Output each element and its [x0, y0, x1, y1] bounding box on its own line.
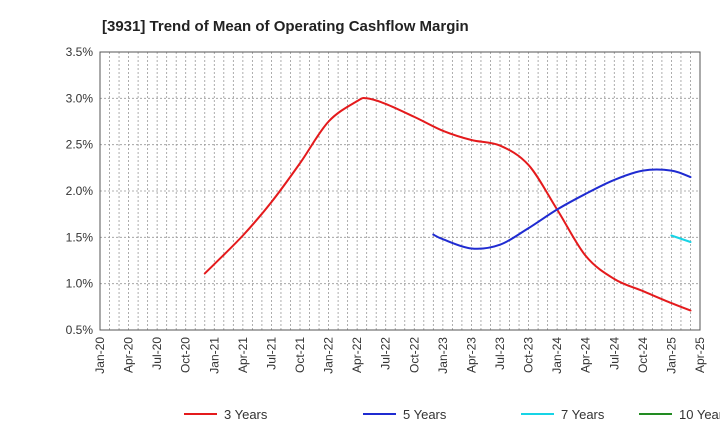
- x-tick-label: Apr-22: [350, 337, 364, 373]
- x-tick-label: Jan-23: [436, 337, 450, 374]
- x-tick-label: Apr-21: [236, 337, 250, 373]
- chart-title: [3931] Trend of Mean of Operating Cashfl…: [102, 18, 469, 35]
- y-tick-label: 2.5%: [66, 138, 94, 152]
- series-lines: [203, 97, 692, 312]
- y-tick-label: 3.0%: [66, 91, 94, 105]
- x-axis: Jan-20 Apr-20 Jul-20 Oct-20 Jan-21 Apr-21 Jul-…: [93, 337, 707, 374]
- y-tick-label: 2.0%: [66, 184, 94, 198]
- grid: [100, 51, 700, 331]
- x-tick-label: Oct-22: [407, 337, 421, 373]
- x-tick-label: Apr-25: [693, 337, 707, 373]
- x-tick-label: Oct-23: [522, 337, 536, 373]
- legend-label-3-years: 3 Years: [224, 407, 268, 422]
- y-tick-label: 0.5%: [66, 323, 94, 337]
- series-line-7-years: [670, 234, 692, 243]
- x-tick-label: Apr-24: [579, 337, 593, 373]
- x-tick-label: Apr-23: [464, 337, 478, 373]
- x-tick-label: Apr-20: [122, 337, 136, 373]
- x-tick-label: Oct-24: [636, 337, 650, 373]
- x-tick-label: Oct-21: [293, 337, 307, 373]
- x-tick-label: Jul-20: [150, 337, 164, 370]
- x-tick-label: Jul-22: [379, 337, 393, 370]
- x-tick-label: Jan-21: [207, 337, 221, 374]
- x-tick-label: Jan-20: [93, 337, 107, 374]
- x-tick-label: Jan-24: [550, 337, 564, 374]
- x-tick-label: Jul-24: [607, 337, 621, 370]
- x-tick-label: Jul-23: [493, 337, 507, 370]
- legend: 3 Years 5 Years 7 Years 10 Years: [184, 407, 720, 422]
- plot-area-border: [99, 51, 701, 331]
- legend-label-5-years: 5 Years: [403, 407, 447, 422]
- y-tick-label: 3.5%: [66, 45, 94, 59]
- x-tick-label: Jan-25: [664, 337, 678, 374]
- series-line-5-years: [432, 168, 692, 250]
- x-tick-label: Oct-20: [179, 337, 193, 373]
- x-tick-label: Jul-21: [264, 337, 278, 370]
- legend-label-10-years: 10 Years: [679, 407, 720, 422]
- y-tick-label: 1.0%: [66, 277, 94, 291]
- series-line-3-years: [203, 97, 692, 312]
- y-tick-label: 1.5%: [66, 230, 94, 244]
- legend-label-7-years: 7 Years: [561, 407, 605, 422]
- y-axis: 0.5% 1.0% 1.5% 2.0% 2.5% 3.0% 3.5%: [66, 45, 94, 337]
- x-tick-label: Jan-22: [322, 337, 336, 374]
